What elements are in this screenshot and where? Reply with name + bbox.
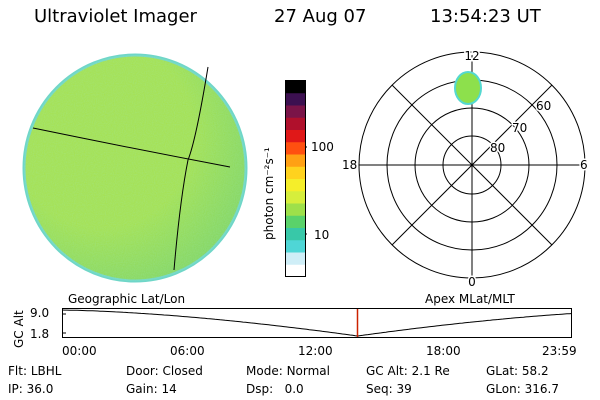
mlt-label-18: 18 [342,158,357,172]
colorbar-strip [286,203,306,217]
colorbar-strip [286,264,306,278]
info-glon: GLon: 316.7 [486,382,559,396]
colorbar-strip [286,81,306,94]
disk-noise-texture [24,55,246,281]
geographic-disk-image [22,53,248,283]
colorbar-strip [286,228,306,241]
colorbar-strip [286,117,306,131]
colorbar-strip [286,240,306,253]
mlat-label-80: 80 [490,141,505,155]
mlt-label-0: 0 [468,275,476,288]
colorbar-strip [286,166,306,180]
instrument-title: Ultraviolet Imager [34,6,197,27]
timeline-axis-label: GC Alt [12,310,26,348]
colorbar-strip [286,130,306,143]
geo-panel-label: Geographic Lat/Lon [68,292,186,306]
longitude-line [173,66,209,271]
info-mode: Mode: Normal [246,364,330,378]
polar-mlt-plot: 12 18 6 0 60 70 80 [341,48,590,288]
colorbar-strip [286,191,306,204]
colorbar-strip [286,179,306,192]
colorbar-strip [286,142,306,155]
timeline-ytick-9: 9.0 [30,306,50,320]
time-label: 13:54:23 UT [430,6,541,27]
info-dsp: Dsp: 0.0 [246,382,304,396]
mlt-label-6: 6 [580,158,588,172]
timeline-ytick-1-8: 1.8 [30,327,50,341]
info-seq: Seq: 39 [366,382,412,396]
colorbar-unit-label: photon cm⁻²s⁻¹ [262,147,276,240]
mlat-label-60: 60 [536,99,551,113]
polar-panel-label: Apex MLat/MLT [425,292,515,306]
timeline-altitude-plot [62,308,573,338]
info-door: Door: Closed [126,364,203,378]
timeline-xtick-4: 23:59 [542,344,577,358]
altitude-curve [62,309,573,337]
info-gain: Gain: 14 [126,382,177,396]
info-glat: GLat: 58.2 [486,364,549,378]
colorbar-strip [286,252,306,266]
info-ip: IP: 36.0 [8,382,54,396]
info-gc-alt: GC Alt: 2.1 Re [366,364,450,378]
latitude-line [32,127,231,168]
mlat-label-70: 70 [512,121,527,135]
colorbar-strip [286,105,306,119]
mlt-label-12: 12 [464,49,479,63]
date-label: 27 Aug 07 [274,6,367,27]
colorbar-strip [286,154,306,168]
colorbar-strip [286,215,306,229]
colorbar-tick-100: 100 [311,140,334,154]
colorbar [285,80,307,278]
info-filter: Flt: LBHL [8,364,62,378]
colorbar-tick-10: 10 [314,228,330,242]
timeline-xtick-2: 12:00 [298,344,333,358]
timeline-xtick-1: 06:00 [170,344,205,358]
auroral-emission-blob [455,72,481,104]
timeline-xtick-3: 18:00 [426,344,461,358]
mlt-diagonal-2 [391,84,553,246]
colorbar-strip [286,93,306,106]
timeline-xtick-0: 00:00 [62,344,97,358]
